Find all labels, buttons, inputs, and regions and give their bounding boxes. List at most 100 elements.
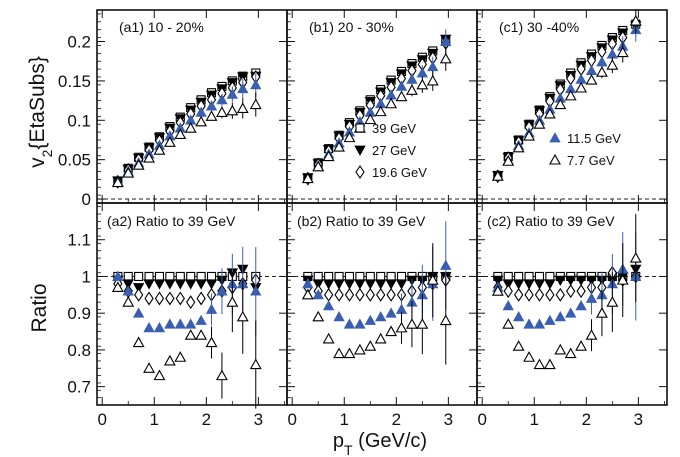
data-point bbox=[364, 279, 376, 290]
data-point bbox=[249, 358, 262, 370]
data-point bbox=[133, 287, 144, 302]
data-point bbox=[143, 322, 155, 333]
data-point bbox=[566, 284, 576, 299]
data-point bbox=[313, 271, 323, 282]
x-tick-label: 0 bbox=[97, 410, 106, 429]
y-axis-title-top-rest: {EtaSubs} bbox=[26, 56, 49, 149]
data-point bbox=[132, 336, 145, 348]
data-point bbox=[405, 84, 418, 95]
panel-frame bbox=[476, 202, 668, 406]
data-point bbox=[596, 56, 608, 67]
data-point bbox=[226, 296, 239, 307]
data-point bbox=[354, 318, 366, 329]
data-point bbox=[186, 271, 196, 282]
data-point bbox=[165, 291, 175, 306]
data-point bbox=[523, 129, 535, 141]
y-tick-label: 0.9 bbox=[67, 304, 91, 323]
data-point bbox=[312, 160, 325, 172]
data-point bbox=[555, 287, 565, 302]
y-tick-label: 0.15 bbox=[58, 72, 91, 91]
panel-top-2: (b1) 20 - 30% bbox=[286, 9, 478, 204]
data-point bbox=[355, 271, 365, 282]
legend-label: 39 GeV bbox=[372, 121, 416, 136]
data-point bbox=[595, 66, 608, 77]
data-point bbox=[395, 279, 408, 290]
data-point bbox=[154, 271, 165, 282]
data-point bbox=[323, 287, 334, 302]
data-point bbox=[575, 300, 587, 311]
data-point bbox=[216, 285, 228, 296]
y-tick-label: 1 bbox=[82, 267, 91, 286]
data-point bbox=[185, 318, 197, 329]
data-point bbox=[144, 291, 154, 306]
panel-top-1: 0 0.05 0.1 0.15 0.2 (a1) 10 - 20% bbox=[58, 9, 288, 209]
data-point bbox=[132, 159, 145, 170]
data-point bbox=[322, 150, 335, 162]
data-point bbox=[406, 73, 418, 84]
data-point bbox=[416, 318, 429, 329]
panel-label-top: (a1) 10 - 20% bbox=[119, 19, 204, 35]
data-point bbox=[322, 279, 335, 290]
data-point bbox=[503, 284, 513, 299]
data-point bbox=[385, 307, 397, 318]
data-point bbox=[374, 332, 387, 344]
data-point bbox=[606, 296, 619, 307]
data-point bbox=[324, 271, 334, 282]
data-point bbox=[344, 271, 355, 282]
data-point bbox=[215, 106, 228, 117]
data-point bbox=[163, 136, 176, 147]
data-point bbox=[375, 311, 387, 322]
data-point bbox=[385, 279, 397, 290]
data-point bbox=[524, 271, 534, 282]
data-point bbox=[195, 279, 207, 290]
data-point bbox=[112, 270, 124, 281]
data-point bbox=[195, 115, 208, 127]
data-point bbox=[322, 300, 335, 311]
data-point bbox=[143, 279, 155, 290]
data-point bbox=[344, 287, 355, 302]
data-point bbox=[353, 343, 366, 355]
data-point bbox=[385, 325, 398, 337]
data-point bbox=[533, 279, 546, 290]
series-7-7-gev bbox=[491, 9, 642, 181]
data-point bbox=[333, 347, 345, 359]
series-7-7-gev bbox=[111, 92, 262, 188]
data-point bbox=[175, 291, 185, 306]
data-point bbox=[143, 362, 155, 373]
panel-label-bottom: (c2) Ratio to 39 GeV bbox=[487, 213, 615, 229]
data-point bbox=[153, 369, 166, 381]
data-point bbox=[533, 318, 546, 329]
y-tick-label: 0.1 bbox=[67, 111, 91, 130]
data-point bbox=[564, 89, 577, 101]
legend-label: 19.6 GeV bbox=[372, 165, 427, 180]
data-point bbox=[206, 271, 217, 282]
data-point bbox=[523, 279, 535, 290]
data-point bbox=[364, 113, 377, 125]
data-point bbox=[416, 78, 429, 90]
data-point bbox=[312, 310, 325, 322]
data-point bbox=[111, 176, 124, 188]
data-point bbox=[196, 291, 206, 306]
data-point bbox=[606, 48, 619, 59]
data-point bbox=[565, 307, 577, 318]
legend-marker bbox=[355, 123, 365, 133]
data-point bbox=[153, 322, 166, 333]
data-point bbox=[143, 151, 155, 163]
data-point bbox=[226, 88, 239, 99]
y-tick-label: 0 bbox=[82, 190, 91, 209]
data-point bbox=[122, 296, 135, 307]
data-point bbox=[376, 271, 386, 282]
data-point bbox=[512, 279, 525, 290]
data-point bbox=[629, 251, 642, 263]
x-tick-label: 1 bbox=[530, 410, 539, 429]
data-point bbox=[534, 271, 545, 282]
legend-label: 27 GeV bbox=[372, 143, 416, 158]
legend-marker bbox=[354, 145, 366, 156]
data-point bbox=[564, 347, 577, 359]
data-point bbox=[385, 97, 398, 109]
data-point bbox=[364, 340, 377, 351]
data-point bbox=[374, 105, 387, 117]
data-point bbox=[544, 279, 556, 290]
data-point bbox=[174, 279, 186, 290]
data-point bbox=[502, 300, 514, 311]
